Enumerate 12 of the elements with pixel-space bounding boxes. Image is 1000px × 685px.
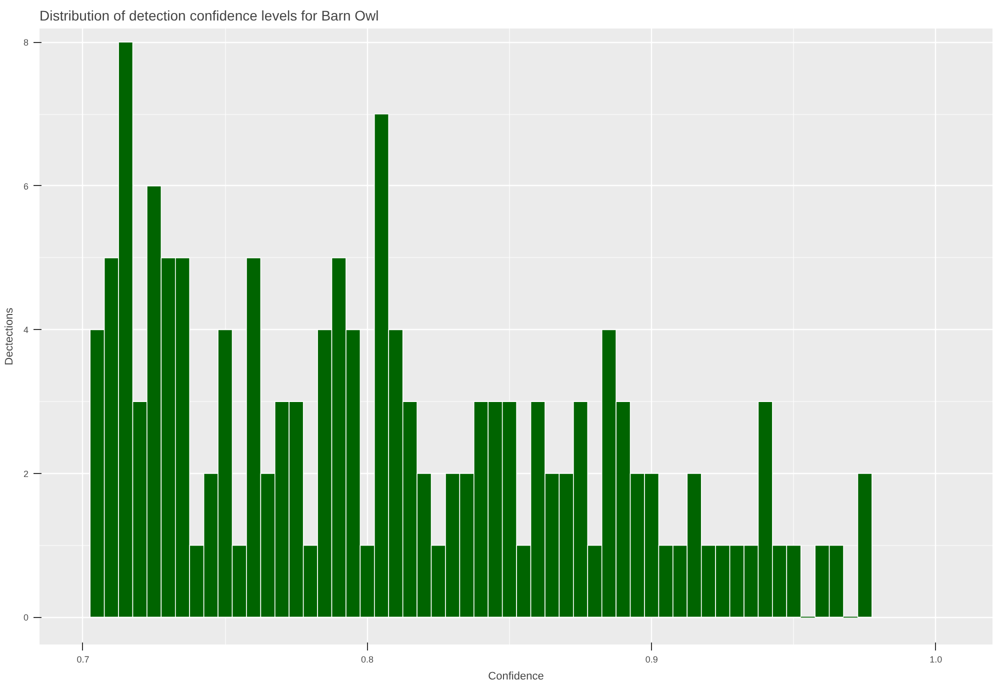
y-tick-label: 4 bbox=[23, 325, 29, 336]
y-axis-title: Dectections bbox=[3, 307, 16, 366]
y-tick-label: 6 bbox=[23, 181, 29, 192]
x-axis-title: Confidence bbox=[488, 670, 544, 682]
x-tick-label: 0.7 bbox=[76, 654, 90, 664]
chart-title: Distribution of detection confidence levels for Barn Owl bbox=[40, 8, 379, 24]
x-tick-label: 0.8 bbox=[361, 654, 374, 664]
x-tick-label: 0.9 bbox=[645, 654, 658, 664]
x-tick-label: 1.0 bbox=[930, 654, 942, 664]
y-tick-label: 0 bbox=[23, 612, 29, 623]
y-tick-label: 2 bbox=[23, 468, 29, 479]
y-tick-label: 8 bbox=[23, 38, 29, 48]
